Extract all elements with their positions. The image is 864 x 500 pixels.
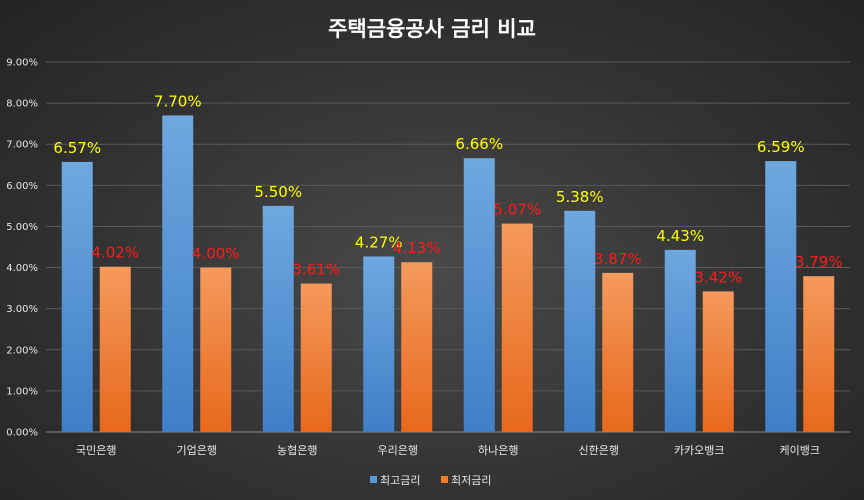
bars	[61, 115, 835, 433]
legend: 최고금리 최저금리	[370, 474, 491, 487]
bar-min-rate	[602, 272, 634, 432]
x-tick-label: 카카오뱅크	[674, 444, 725, 457]
data-label-min-rate: 4.13%	[393, 239, 441, 257]
bar-min-rate	[501, 223, 533, 432]
y-tick-label: 1.00%	[6, 386, 38, 397]
bar-min-rate	[803, 276, 835, 432]
data-label-max-rate: 7.70%	[154, 92, 202, 110]
bar-min-rate	[401, 262, 433, 432]
data-label-max-rate: 6.59%	[757, 138, 805, 156]
x-tick-label: 농협은행	[277, 444, 317, 457]
data-labels: 6.57% 4.02% 7.70% 4.00% 5.50% 3.61% 4.27%4.13%…	[53, 92, 842, 286]
bar-max-rate	[664, 249, 696, 432]
data-label-max-rate: 5.38%	[556, 188, 604, 206]
x-tick-label: 신한은행	[579, 444, 619, 457]
y-tick-label: 2.00%	[6, 345, 38, 356]
legend-label-min-rate: 최저금리	[451, 474, 491, 487]
y-tick-label: 5.00%	[6, 222, 38, 233]
bar-min-rate	[200, 267, 232, 432]
legend-swatch-min-rate	[441, 476, 448, 483]
legend-label-max-rate: 최고금리	[380, 474, 420, 487]
x-axis-ticks: 국민은행 기업은행 농협은행 우리은행 하나은행 신한은행 카카오뱅크 케이뱅크	[76, 443, 820, 457]
x-tick-label: 케이뱅크	[780, 444, 820, 457]
legend-swatch-max-rate	[370, 476, 377, 483]
bar-max-rate	[363, 256, 395, 432]
data-label-max-rate: 6.66%	[455, 135, 503, 153]
data-label-min-rate: 4.00%	[192, 245, 240, 263]
data-label-min-rate: 3.87%	[594, 250, 642, 268]
chart-title: 주택금융공사 금리 비교	[328, 17, 536, 41]
bar-max-rate	[463, 158, 495, 432]
data-label-min-rate: 3.42%	[694, 268, 742, 286]
bar-max-rate	[262, 205, 294, 432]
y-tick-label: 8.00%	[6, 99, 38, 110]
bar-min-rate	[300, 283, 332, 432]
data-label-min-rate: 3.61%	[292, 261, 340, 279]
data-label-max-rate: 4.27%	[355, 233, 403, 251]
x-tick-label: 기업은행	[177, 444, 217, 457]
data-label-max-rate: 5.50%	[254, 183, 302, 201]
x-tick-label: 우리은행	[378, 444, 418, 457]
y-axis-ticks: 0.00% 1.00% 2.00% 3.00% 4.00% 5.00% 6.00% 7.00%…	[6, 58, 38, 439]
y-tick-label: 3.00%	[6, 304, 38, 315]
data-label-min-rate: 4.02%	[91, 244, 139, 262]
y-tick-label: 6.00%	[6, 181, 38, 192]
bar-min-rate	[99, 266, 131, 432]
bar-min-rate	[702, 291, 734, 432]
bar-max-rate	[162, 115, 194, 432]
y-tick-label: 0.00%	[6, 428, 38, 439]
data-label-min-rate: 3.79%	[795, 253, 843, 271]
y-tick-label: 7.00%	[6, 140, 38, 151]
x-tick-label: 국민은행	[76, 444, 116, 457]
bar-max-rate	[765, 161, 797, 433]
x-tick-label: 하나은행	[478, 443, 518, 457]
data-label-min-rate: 5.07%	[493, 201, 541, 219]
data-label-max-rate: 6.57%	[53, 139, 101, 157]
y-tick-label: 4.00%	[6, 263, 38, 274]
bar-max-rate	[61, 161, 93, 432]
bar-max-rate	[564, 210, 596, 432]
data-label-max-rate: 4.43%	[656, 227, 704, 245]
y-tick-label: 9.00%	[6, 58, 38, 69]
